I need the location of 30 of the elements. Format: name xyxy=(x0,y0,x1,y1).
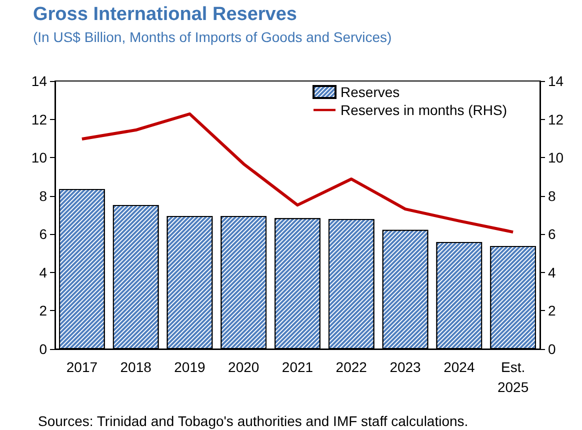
x-tick-label: 2022 xyxy=(336,359,368,375)
y2-tick-label: 10 xyxy=(548,150,564,166)
y2-tick-label: 4 xyxy=(548,264,556,280)
y-tick-label: 0 xyxy=(39,341,48,357)
y2-tick-label: 12 xyxy=(548,111,564,128)
y2-tick-label: 8 xyxy=(548,188,556,204)
y-tick-label: 6 xyxy=(39,226,48,242)
x-tick-label: 2023 xyxy=(390,359,422,375)
chart-title: Gross International Reserves xyxy=(33,4,297,25)
source-note: Sources: Trinidad and Tobago's authorities and IMF staff calculations. xyxy=(38,413,468,429)
y-tick-label: 10 xyxy=(31,150,48,166)
y-tick-label: 8 xyxy=(39,188,48,204)
x-tick-label: 2024 xyxy=(444,359,475,375)
legend-label: Reserves in months (RHS) xyxy=(340,102,508,118)
y-tick-label: 12 xyxy=(31,111,48,128)
y2-tick-label: 0 xyxy=(548,341,556,357)
x-tick-label: 2021 xyxy=(282,359,314,375)
y-tick-label: 2 xyxy=(39,302,48,319)
x-tick-label: 2018 xyxy=(120,359,152,375)
y-tick-label: 14 xyxy=(31,73,48,89)
y2-tick-label: 6 xyxy=(548,226,556,242)
legend-label: Reserves xyxy=(340,84,400,100)
x-tick-label: 2020 xyxy=(228,359,260,375)
y2-tick-label: 14 xyxy=(548,73,564,89)
x-tick-label: Est. 2025 xyxy=(497,359,529,395)
x-tick-label: 2017 xyxy=(66,359,98,375)
y-tick-label: 4 xyxy=(39,264,48,280)
chart-subtitle: (In US$ Billion, Months of Imports of Goods and Services) xyxy=(33,29,392,45)
x-tick-label: 2019 xyxy=(174,359,206,375)
y2-tick-label: 2 xyxy=(548,302,556,319)
